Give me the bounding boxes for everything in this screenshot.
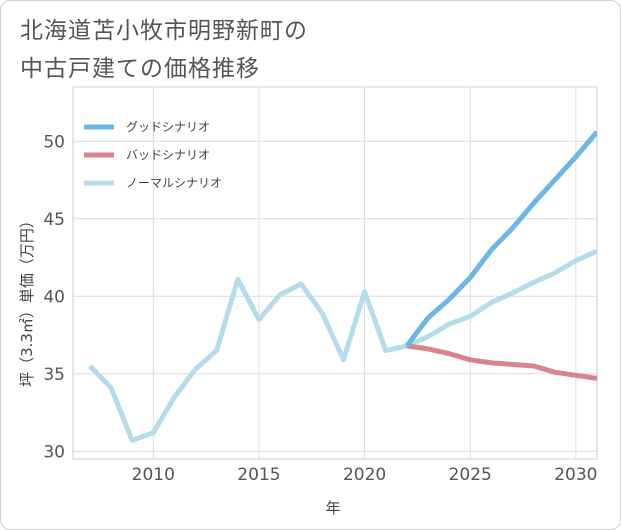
chart-title: 北海道苫小牧市明野新町の 中古戸建ての価格推移 — [20, 12, 308, 88]
y-tick-label: 45 — [43, 210, 65, 230]
x-tick-label: 2015 — [237, 465, 280, 485]
legend-entry: グッドシナリオ — [126, 120, 210, 134]
title-line-1: 北海道苫小牧市明野新町の — [20, 18, 308, 44]
series-line-1 — [406, 343, 597, 381]
y-tick-label: 30 — [43, 442, 65, 462]
legend-entry: バッドシナリオ — [126, 148, 210, 162]
x-tick-label: 2030 — [554, 465, 597, 485]
x-tick-label: 2010 — [132, 465, 175, 485]
series-line-2 — [88, 249, 597, 443]
title-line-2: 中古戸建ての価格推移 — [20, 56, 260, 82]
x-axis-label: 年 — [325, 499, 340, 517]
series-group — [88, 130, 597, 443]
plot-area — [72, 86, 598, 460]
series-line-0 — [404, 130, 597, 348]
legend-entry: ノーマルシナリオ — [126, 176, 222, 190]
y-tick-label: 50 — [43, 132, 65, 152]
y-axis-label: 坪（3.3㎡）単価（万円） — [18, 213, 36, 387]
x-tick-label: 2020 — [343, 465, 386, 485]
tick-labels: 2010 2015 2020 2025 2030 30 35 40 45 50 — [43, 132, 597, 485]
x-tick-label: 2025 — [449, 465, 492, 485]
y-tick-label: 40 — [43, 287, 65, 307]
y-tick-label: 35 — [43, 365, 65, 385]
